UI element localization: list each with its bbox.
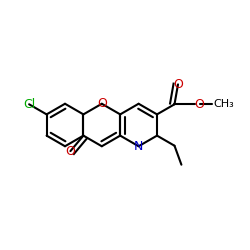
Text: N: N <box>134 140 143 153</box>
Text: O: O <box>66 144 75 158</box>
Text: CH₃: CH₃ <box>213 99 234 109</box>
Text: Cl: Cl <box>23 98 35 111</box>
Text: O: O <box>97 97 107 110</box>
Text: O: O <box>173 78 183 91</box>
Text: O: O <box>195 98 204 111</box>
